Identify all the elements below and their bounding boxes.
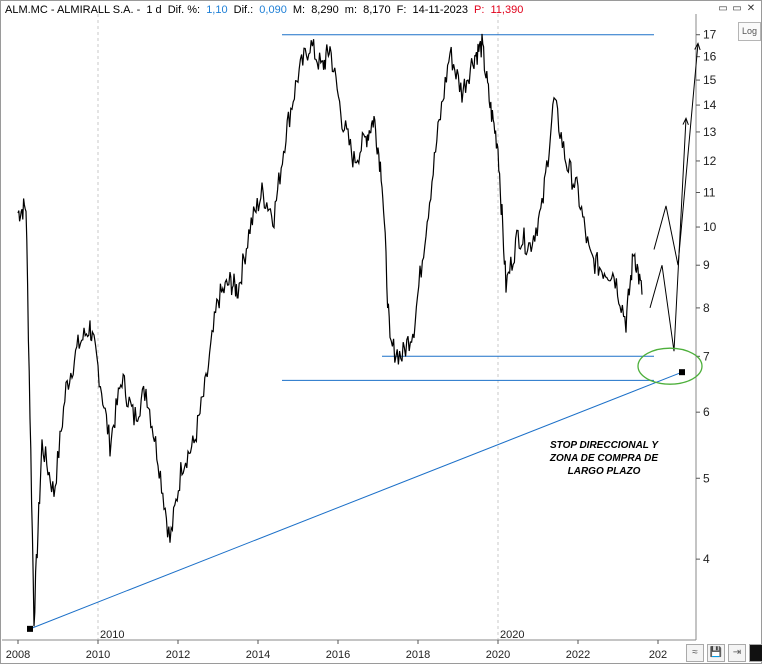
y-tick-label: 7 [703,349,710,363]
support-marker [679,369,685,376]
min-label: m: [344,4,358,16]
arrowhead [694,42,701,51]
price-label: P: [474,4,485,16]
x-tick-label: 2016 [326,649,350,661]
y-tick-label: 5 [703,471,710,485]
color-swatch-button[interactable] [749,644,762,662]
dif-value: 0,090 [259,4,287,16]
price-series-line [17,33,643,627]
year-marker-label: 2020 [500,629,524,641]
dif-pct-value: 1,10 [206,4,228,16]
support-line [29,371,683,630]
y-tick-label: 4 [703,552,710,566]
wave-tool-icon[interactable]: ≈ [686,644,704,662]
x-tick-label: 202 [649,649,667,661]
projection-line [649,118,687,352]
close-icon[interactable]: ✕ [746,3,756,14]
window-controls: ▭ ▭ ✕ [717,3,757,15]
y-tick-label: 8 [703,301,710,315]
x-tick-label: 2010 [86,649,110,661]
y-tick-label: 10 [703,220,717,234]
y-tick-label: 11 [703,185,716,199]
save-icon[interactable]: 💾 [707,644,725,662]
year-marker-label: 2010 [100,629,124,641]
date-value: 14-11-2023 [412,4,468,16]
bottom-toolbar: ≈ 💾 ⇥ [686,644,762,662]
dif-pct-label: Dif. %: [167,4,201,16]
x-tick-label: 2012 [166,649,190,661]
min-value: 8,170 [363,4,391,16]
annotation-line-3: LARGO PLAZO [568,466,641,477]
start-marker [27,625,33,632]
x-tick-label: 2020 [486,649,510,661]
log-scale-button[interactable]: Log [738,22,761,41]
x-tick-label: 2022 [566,649,590,661]
arrowhead [682,116,689,126]
trend-lines [29,34,683,630]
price-value: 11,390 [490,4,524,16]
max-label: M: [292,4,306,16]
y-tick-label: 16 [703,50,717,64]
y-tick-label: 14 [703,98,717,112]
buy-zone-ellipse [637,347,703,385]
y-tick-label: 13 [703,125,717,139]
annotation-line-2: ZONA DE COMPRA DE [549,453,658,464]
minimize-icon[interactable]: ▭ [718,3,728,14]
y-axis: 4 5 6 7 8 9 10 11 12 13 14 15 16 17 [695,14,717,640]
chart-grid: 2010 2020 [97,14,524,641]
y-tick-label: 6 [703,405,710,419]
y-tick-label: 9 [703,258,710,272]
projection-arrowheads [682,42,701,126]
period-label: 1 d [146,4,162,16]
maximize-icon[interactable]: ▭ [732,3,742,14]
x-tick-label: 2018 [406,649,430,661]
x-axis: 2008 2010 2012 2014 2016 2018 2020 2022 202 [2,639,696,661]
quote-header: ALM.MC - ALMIRALL S.A. - 1 d Dif. %: 1,1… [5,4,526,16]
x-tick-label: 2014 [246,649,270,661]
annotation-line-1: STOP DIRECCIONAL Y [550,440,659,451]
symbol-label: ALM.MC - ALMIRALL S.A. - [5,4,141,16]
date-label: F: [396,4,407,16]
pin-icon[interactable]: ⇥ [728,644,746,662]
y-tick-label: 17 [703,28,717,42]
x-tick-label: 2008 [6,649,30,661]
y-tick-label: 12 [703,154,717,168]
max-value: 8,290 [311,4,339,16]
y-tick-label: 15 [703,73,717,87]
dif-label: Dif.: [233,4,254,16]
projection-alt-line [653,43,699,266]
